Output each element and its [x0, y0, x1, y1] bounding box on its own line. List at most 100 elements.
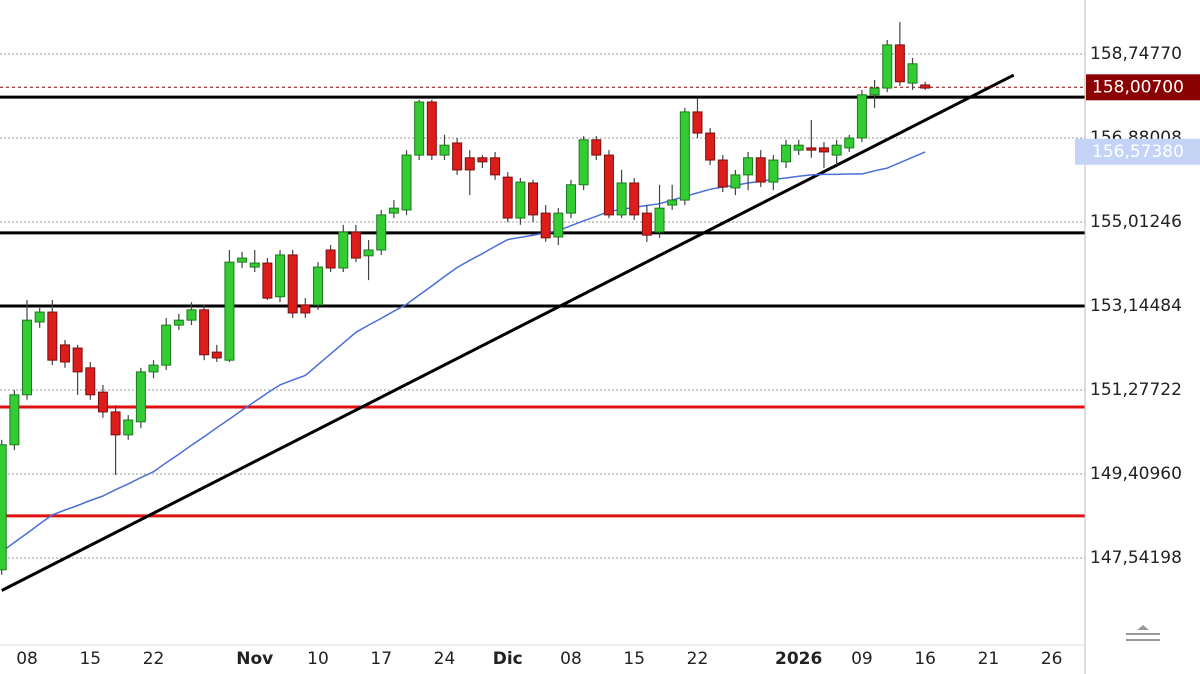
y-tick-label: 149,40960: [1090, 464, 1182, 484]
candle-body: [161, 324, 172, 366]
candle-body: [578, 139, 589, 186]
candle-body: [262, 262, 273, 299]
axes: 158,74770156,88008155,01246153,14484151,…: [16, 44, 1200, 669]
x-tick-label: 16: [914, 649, 936, 669]
y-tick-label: 158,74770: [1090, 44, 1182, 64]
ma-price-label: 156,57380: [1092, 142, 1184, 162]
candle-body: [781, 144, 792, 163]
candle-body: [502, 176, 513, 219]
candle-body: [22, 319, 33, 396]
candle-body: [717, 159, 728, 188]
candle-body: [275, 254, 286, 298]
candle-body: [376, 214, 387, 251]
plot-area: [0, 21, 1085, 592]
candle-body: [806, 147, 817, 151]
candle-body: [85, 367, 96, 396]
candle-body: [907, 63, 918, 84]
candle-body: [426, 101, 437, 156]
candle-body: [844, 137, 855, 149]
candle-body: [338, 231, 349, 269]
candle-body: [882, 44, 893, 89]
candle-body: [641, 212, 652, 236]
candle-body: [730, 174, 741, 189]
x-tick-label: 22: [143, 649, 165, 669]
candle-body: [629, 182, 640, 216]
candle-body: [312, 266, 323, 306]
x-tick-label: 08: [560, 649, 582, 669]
candle-body: [920, 84, 931, 89]
candle-body: [591, 139, 602, 156]
candle-body: [148, 364, 159, 373]
candle-body: [401, 154, 412, 211]
candle-body: [300, 304, 311, 314]
candle-body: [667, 199, 678, 206]
candle-body: [654, 207, 665, 233]
x-tick-label: 15: [79, 649, 101, 669]
candle-body: [743, 157, 754, 176]
candle-body: [34, 311, 45, 323]
candle-body: [173, 319, 184, 326]
candle-body: [540, 212, 551, 239]
candle-body: [110, 411, 121, 436]
trendline: [1, 73, 1015, 592]
candle-body: [287, 254, 298, 314]
x-tick-label: 2026: [775, 649, 822, 669]
x-tick-label: 10: [307, 649, 329, 669]
candle-body: [123, 419, 134, 436]
candle-body: [452, 142, 463, 171]
last-price-badge: [1086, 74, 1200, 101]
candle-body: [199, 309, 210, 356]
candle-body: [97, 391, 108, 413]
x-tick-label: 21: [978, 649, 1000, 669]
candle-body: [768, 159, 779, 183]
candle-body: [818, 147, 829, 153]
candle-body: [528, 182, 539, 216]
scroll-icon[interactable]: [1126, 625, 1160, 641]
y-tick-label: 153,14484: [1090, 296, 1182, 316]
x-tick-label: 08: [16, 649, 38, 669]
candle-body: [464, 157, 475, 171]
candle-body: [59, 344, 70, 363]
x-tick-label: Nov: [236, 649, 273, 669]
candle-body: [692, 111, 703, 134]
candle-body: [388, 207, 399, 214]
candle-body: [616, 182, 627, 216]
candle-body: [894, 44, 905, 83]
ma-price-badge: [1075, 138, 1200, 165]
candle-body: [490, 157, 501, 176]
y-tick-label: 147,54198: [1090, 548, 1182, 568]
candle-body: [679, 111, 690, 201]
candle-body: [477, 157, 488, 163]
candle-body: [363, 249, 374, 257]
last-price-label: 158,00700: [1092, 77, 1184, 97]
candle-body: [755, 157, 766, 183]
y-tick-label: 155,01246: [1090, 212, 1182, 232]
candle-body: [350, 231, 361, 259]
candle-body: [9, 394, 20, 446]
candle-body: [72, 347, 83, 373]
candle-body: [793, 144, 804, 151]
candle-body: [325, 249, 336, 269]
candle-body: [565, 184, 576, 214]
x-tick-label: 09: [851, 649, 873, 669]
candle-body: [135, 371, 146, 423]
y-tick-label: 151,27722: [1090, 380, 1182, 400]
candle-body: [439, 144, 450, 156]
x-tick-label: 26: [1041, 649, 1063, 669]
x-tick-label: 24: [434, 649, 456, 669]
candle-body: [0, 444, 7, 571]
candle-body: [211, 351, 222, 359]
candle-body: [237, 257, 248, 263]
candle-body: [705, 132, 716, 161]
candle-body: [553, 212, 564, 238]
candle-body: [186, 309, 197, 321]
candle-body: [414, 101, 425, 156]
candle-body: [831, 144, 842, 156]
candle-body: [47, 311, 58, 361]
x-tick-label: Dic: [493, 649, 523, 669]
candle-body: [603, 154, 614, 216]
x-tick-label: 22: [687, 649, 709, 669]
x-tick-label: 17: [370, 649, 392, 669]
